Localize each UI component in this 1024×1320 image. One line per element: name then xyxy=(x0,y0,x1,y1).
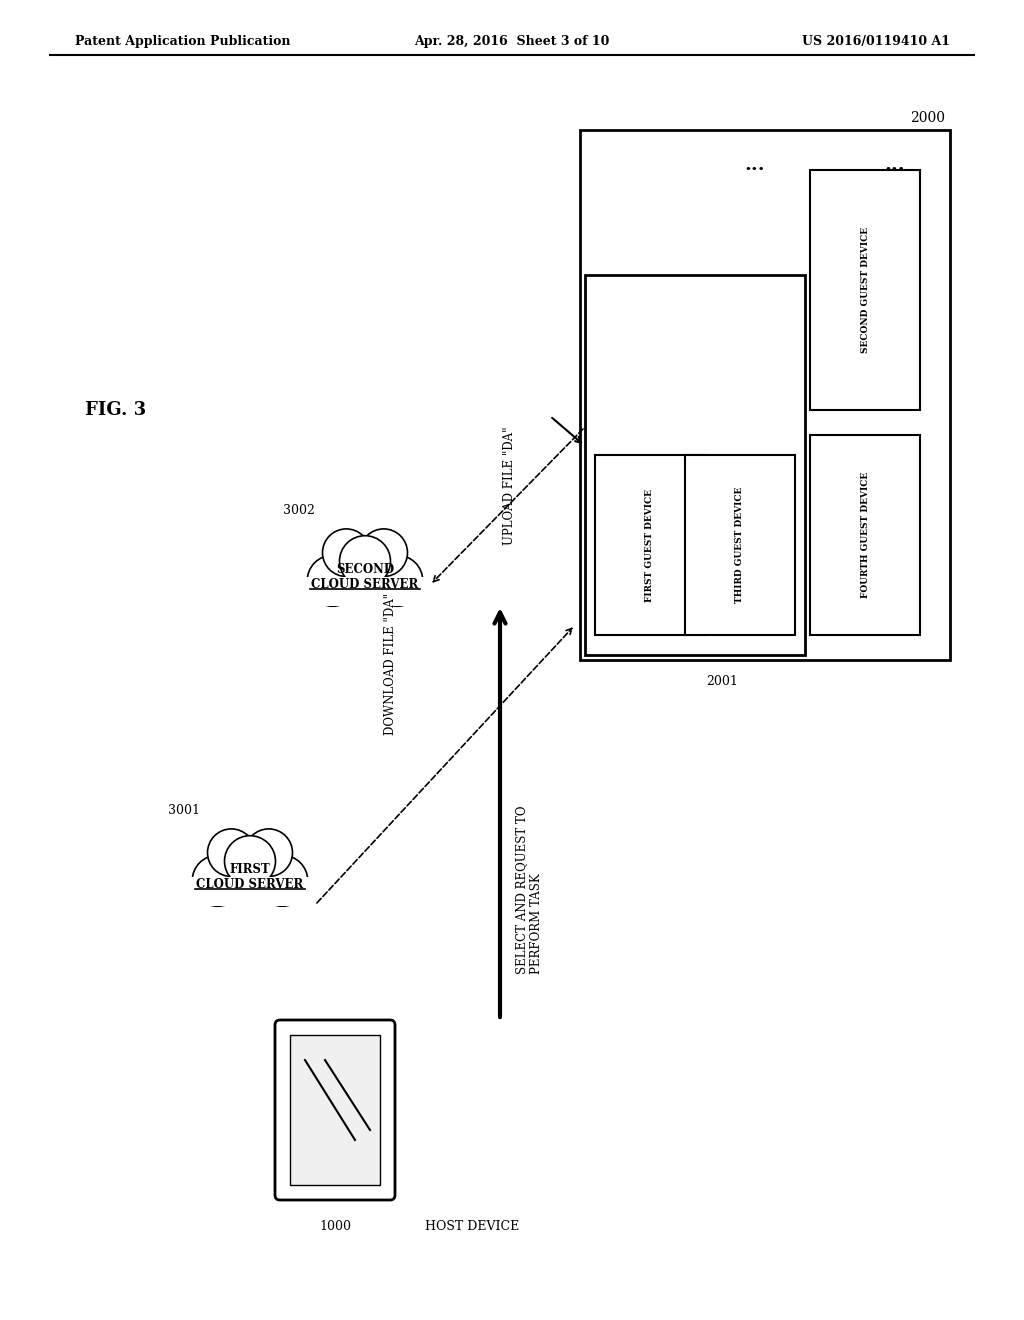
Text: 3001: 3001 xyxy=(168,804,200,817)
Circle shape xyxy=(307,556,358,606)
Text: DOWNLOAD FILE "DA": DOWNLOAD FILE "DA" xyxy=(384,593,396,735)
Text: ...: ... xyxy=(885,156,905,174)
FancyBboxPatch shape xyxy=(290,1035,380,1185)
Circle shape xyxy=(340,536,390,586)
Text: THIRD GUEST DEVICE: THIRD GUEST DEVICE xyxy=(735,487,744,603)
FancyBboxPatch shape xyxy=(595,455,705,635)
Text: 1000: 1000 xyxy=(319,1220,351,1233)
Text: SECOND
CLOUD SERVER: SECOND CLOUD SERVER xyxy=(311,564,419,591)
Text: 3002: 3002 xyxy=(283,504,314,517)
Text: FOURTH GUEST DEVICE: FOURTH GUEST DEVICE xyxy=(860,471,869,598)
Text: 2000: 2000 xyxy=(910,111,945,125)
FancyBboxPatch shape xyxy=(810,170,920,411)
Text: FIRST
CLOUD SERVER: FIRST CLOUD SERVER xyxy=(197,863,304,891)
Text: FIG. 3: FIG. 3 xyxy=(85,401,146,418)
FancyBboxPatch shape xyxy=(585,275,805,655)
Circle shape xyxy=(208,829,255,876)
FancyBboxPatch shape xyxy=(580,129,950,660)
Text: US 2016/0119410 A1: US 2016/0119410 A1 xyxy=(802,36,950,48)
Text: SELECT AND REQUEST TO
PERFORM TASK: SELECT AND REQUEST TO PERFORM TASK xyxy=(515,805,543,974)
Circle shape xyxy=(218,840,283,904)
Circle shape xyxy=(193,855,244,907)
Circle shape xyxy=(359,529,408,577)
Circle shape xyxy=(224,836,275,887)
Text: FIRST GUEST DEVICE: FIRST GUEST DEVICE xyxy=(645,488,654,602)
Circle shape xyxy=(333,540,397,605)
Bar xyxy=(190,876,309,907)
Text: Patent Application Publication: Patent Application Publication xyxy=(75,36,291,48)
FancyBboxPatch shape xyxy=(275,1020,395,1200)
FancyBboxPatch shape xyxy=(685,455,795,635)
Text: SECOND GUEST DEVICE: SECOND GUEST DEVICE xyxy=(860,227,869,352)
Circle shape xyxy=(323,529,370,577)
Text: HOST DEVICE: HOST DEVICE xyxy=(425,1220,519,1233)
FancyBboxPatch shape xyxy=(810,436,920,635)
Bar xyxy=(305,577,425,606)
Circle shape xyxy=(257,855,308,907)
Text: Apr. 28, 2016  Sheet 3 of 10: Apr. 28, 2016 Sheet 3 of 10 xyxy=(415,36,609,48)
Circle shape xyxy=(245,829,293,876)
Text: UPLOAD FILE "DA": UPLOAD FILE "DA" xyxy=(504,426,516,545)
Circle shape xyxy=(372,556,423,606)
Text: 2001: 2001 xyxy=(706,675,738,688)
Text: ...: ... xyxy=(744,156,765,174)
